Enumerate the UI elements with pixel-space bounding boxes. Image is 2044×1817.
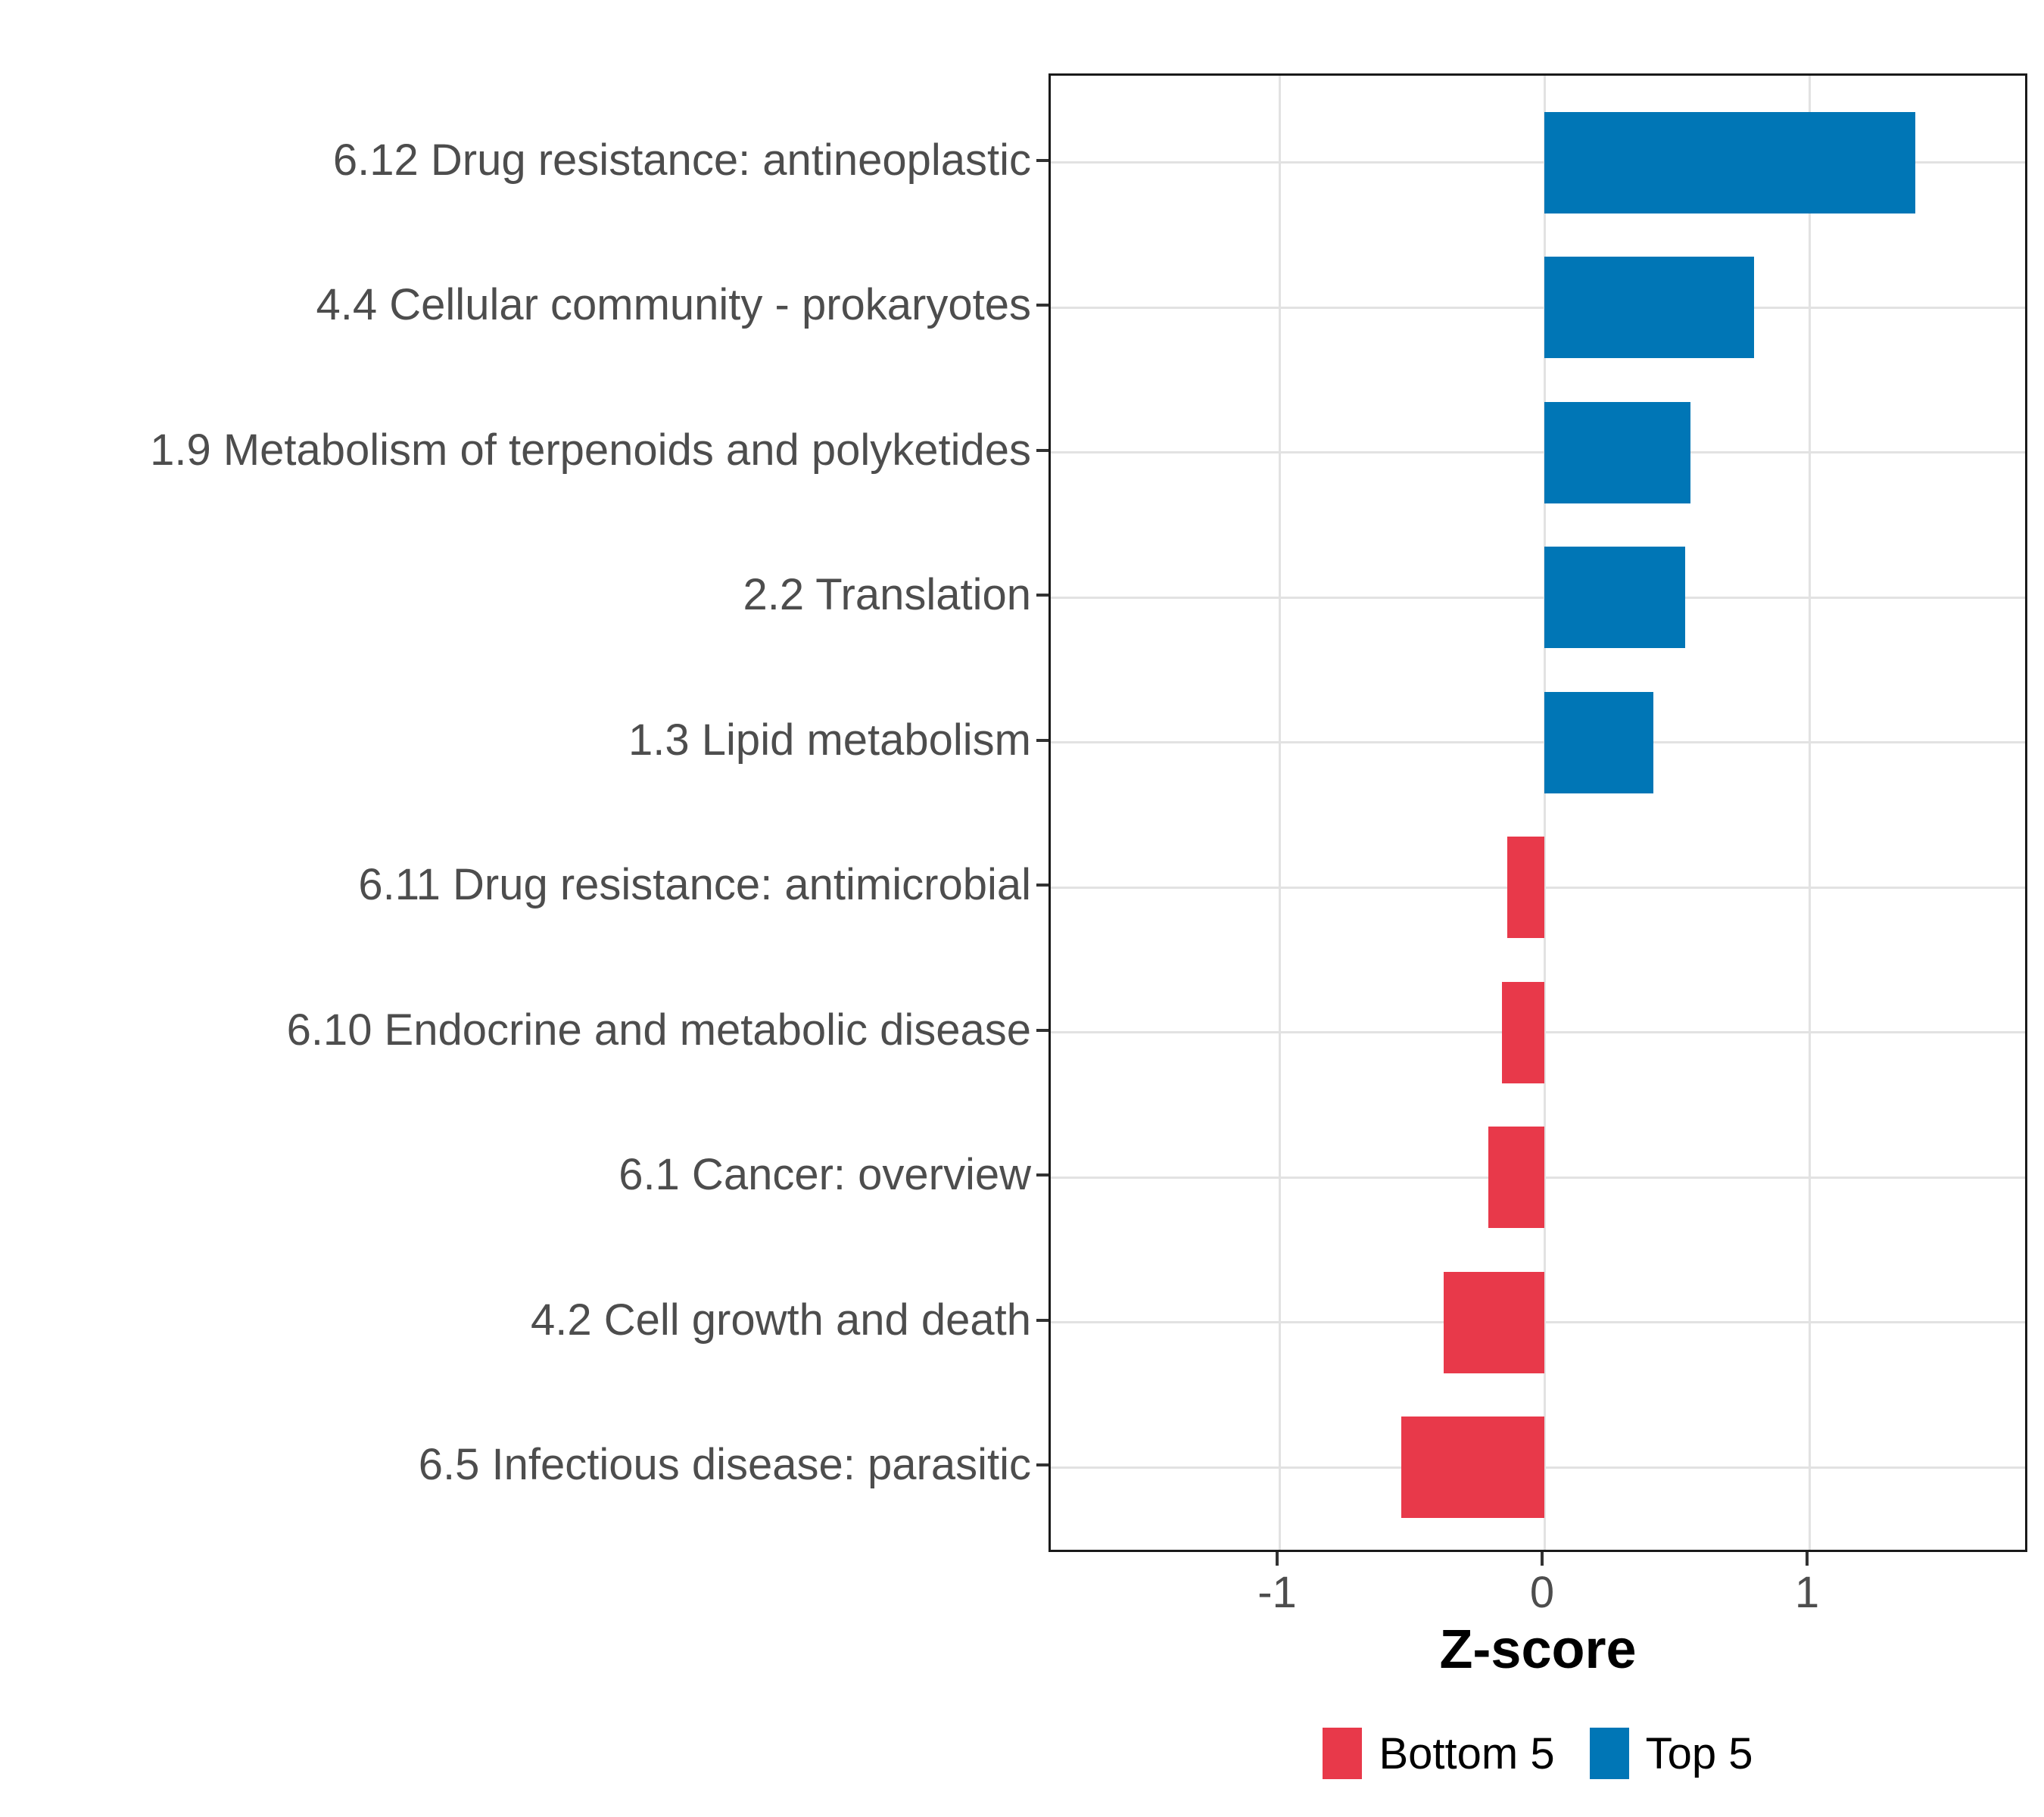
- y-gridline: [1051, 741, 2025, 743]
- x-tick-label: 1: [1794, 1568, 1820, 1617]
- x-gridline: [1279, 76, 1281, 1550]
- y-gridline: [1051, 597, 2025, 599]
- y-gridline: [1051, 451, 2025, 453]
- y-axis-label: 2.2 Translation: [743, 570, 1031, 619]
- bar-top5: [1544, 692, 1653, 793]
- legend-label-top5: Top 5: [1645, 1728, 1753, 1778]
- legend-item-bottom5: Bottom 5: [1323, 1728, 1555, 1779]
- y-gridline: [1051, 161, 2025, 164]
- x-tick-mark: [1806, 1552, 1809, 1566]
- y-tick-mark: [1036, 884, 1048, 887]
- y-tick-mark: [1036, 1173, 1048, 1177]
- x-axis-title: Z-score: [1439, 1619, 1637, 1680]
- bar-bottom5: [1502, 982, 1544, 1083]
- y-tick-mark: [1036, 1319, 1048, 1322]
- y-tick-mark: [1036, 304, 1048, 307]
- bar-top5: [1544, 257, 1754, 358]
- legend-label-bottom5: Bottom 5: [1379, 1728, 1555, 1778]
- top5-swatch-icon: [1589, 1728, 1629, 1779]
- x-gridline: [1809, 76, 1811, 1550]
- y-axis-label: 6.12 Drug resistance: antineoplastic: [332, 136, 1031, 185]
- x-gridline: [1544, 76, 1546, 1550]
- y-tick-mark: [1036, 594, 1048, 597]
- x-tick-mark: [1276, 1552, 1279, 1566]
- x-tick-mark: [1541, 1552, 1544, 1566]
- y-axis-label: 6.1 Cancer: overview: [618, 1150, 1031, 1199]
- y-axis-label: 4.2 Cell growth and death: [531, 1295, 1031, 1345]
- bar-bottom5: [1488, 1127, 1544, 1228]
- plot-panel: [1048, 73, 2027, 1552]
- y-tick-mark: [1036, 1463, 1048, 1466]
- bottom5-swatch-icon: [1323, 1728, 1363, 1779]
- y-tick-mark: [1036, 1029, 1048, 1032]
- bar-top5: [1544, 112, 1915, 213]
- y-tick-mark: [1036, 449, 1048, 452]
- bar-bottom5: [1401, 1417, 1544, 1518]
- y-axis-label: 1.3 Lipid metabolism: [628, 715, 1031, 765]
- y-tick-mark: [1036, 739, 1048, 742]
- y-gridline: [1051, 307, 2025, 309]
- bar-bottom5: [1444, 1272, 1544, 1373]
- bar-top5: [1544, 547, 1685, 648]
- x-tick-label: 0: [1529, 1568, 1555, 1617]
- y-axis-label: 6.5 Infectious disease: parasitic: [418, 1440, 1031, 1489]
- x-tick-label: -1: [1257, 1568, 1297, 1617]
- y-axis-label: 6.10 Endocrine and metabolic disease: [286, 1005, 1031, 1055]
- y-axis-label: 1.9 Metabolism of terpenoids and polyket…: [150, 425, 1031, 475]
- legend-item-top5: Top 5: [1589, 1728, 1753, 1779]
- y-axis-label: 6.11 Drug resistance: antimicrobial: [358, 860, 1031, 909]
- y-tick-mark: [1036, 159, 1048, 162]
- bar-top5: [1544, 402, 1690, 503]
- legend: Bottom 5 Top 5: [1048, 1728, 2027, 1779]
- bar-bottom5: [1507, 837, 1544, 938]
- y-axis-label: 4.4 Cellular community - prokaryotes: [316, 280, 1031, 329]
